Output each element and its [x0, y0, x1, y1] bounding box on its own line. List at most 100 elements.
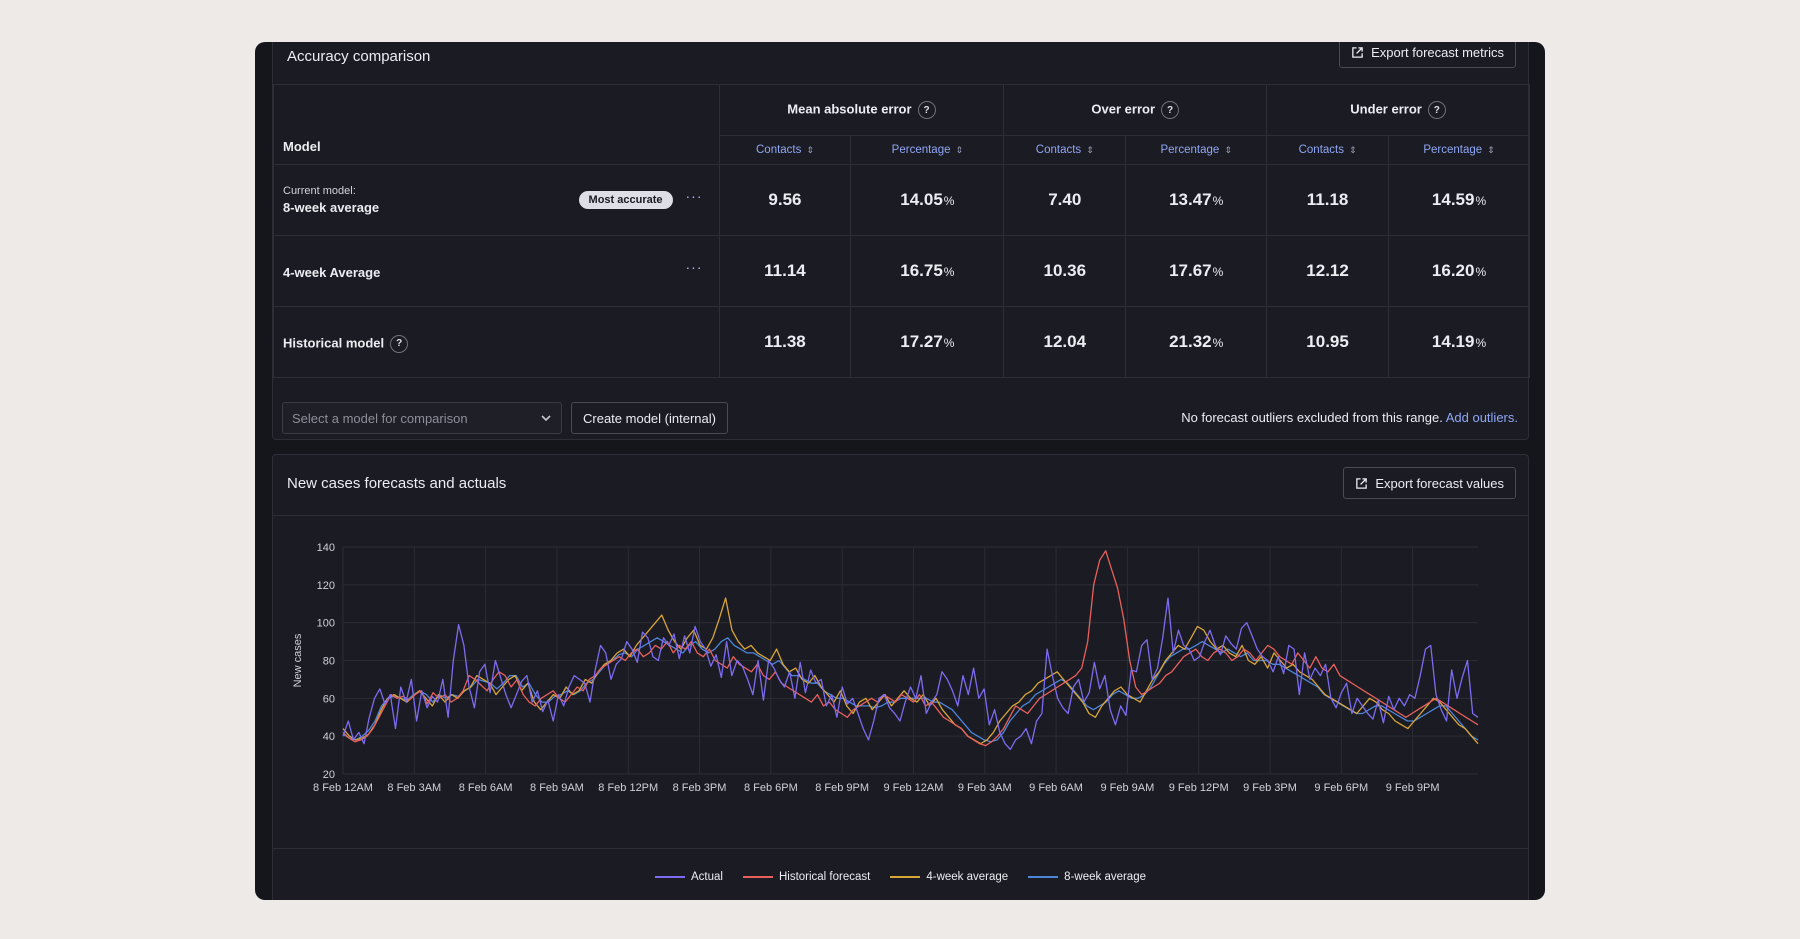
- mae-contacts-value: 11.38: [718, 306, 852, 378]
- under-contacts-value: 10.95: [1266, 306, 1390, 378]
- over-contacts-value: 12.04: [1003, 306, 1127, 378]
- sort-icon: ⇕: [806, 145, 814, 155]
- series-line-actual: [342, 597, 1479, 751]
- x-tick-label: 8 Feb 9AM: [530, 782, 584, 794]
- x-tick-label: 9 Feb 6PM: [1314, 782, 1368, 794]
- sort-header-mae-percentage[interactable]: Percentage ⇕: [850, 135, 1005, 165]
- under-percentage-value: 14.19%: [1388, 306, 1530, 378]
- mae-group-header: Mean absolute error?: [718, 84, 1005, 136]
- over-contacts-value: 7.40: [1003, 164, 1127, 236]
- current-model-label: Current model:: [283, 185, 356, 197]
- help-icon[interactable]: ?: [390, 334, 409, 353]
- table-row: Current model: 8-week average Most accur…: [273, 164, 1530, 236]
- over-percentage-value: 21.32%: [1125, 306, 1268, 378]
- legend-item[interactable]: Actual: [654, 871, 723, 883]
- legend-label: Actual: [690, 871, 723, 883]
- chart-legend: Actual Historical forecast 4-week average 8…: [273, 871, 1528, 883]
- legend-item[interactable]: 8-week average: [1028, 871, 1146, 883]
- accuracy-comparison-panel: Accuracy comparison Export forecast metr…: [272, 42, 1530, 440]
- over-contacts-value: 10.36: [1003, 235, 1127, 307]
- accuracy-table: Model Mean absolute error? Over error? U…: [273, 84, 1530, 378]
- create-model-button[interactable]: Create model (internal): [571, 402, 728, 434]
- under-percentage-value: 16.20%: [1388, 235, 1530, 307]
- legend-swatch: [890, 876, 921, 878]
- x-tick-label: 9 Feb 3AM: [958, 782, 1012, 794]
- x-tick-label: 8 Feb 9PM: [815, 782, 869, 794]
- divider: [273, 848, 1528, 849]
- help-icon[interactable]: ?: [917, 101, 936, 119]
- x-tick-label: 8 Feb 12AM: [313, 782, 373, 794]
- mae-contacts-value: 9.56: [718, 164, 852, 236]
- x-tick-label: 9 Feb 12AM: [884, 782, 944, 794]
- over-percentage-value: 13.47%: [1125, 164, 1268, 236]
- sort-header-mae-contacts[interactable]: Contacts ⇕: [718, 135, 852, 165]
- legend-item[interactable]: Historical forecast: [742, 871, 870, 883]
- more-options-icon[interactable]: ···: [685, 259, 703, 275]
- export-values-label: Export forecast values: [1375, 475, 1504, 491]
- x-tick-label: 9 Feb 9PM: [1386, 782, 1440, 794]
- x-tick-label: 9 Feb 12PM: [1169, 782, 1229, 794]
- export-icon: [1352, 46, 1363, 58]
- legend-swatch: [742, 876, 773, 878]
- help-icon[interactable]: ?: [1427, 101, 1446, 119]
- sort-icon: ⇕: [1349, 145, 1357, 155]
- under-percentage-value: 14.59%: [1388, 164, 1530, 236]
- x-tick-label: 8 Feb 3AM: [387, 782, 441, 794]
- sort-icon: ⇕: [955, 145, 964, 155]
- y-tick-label: 100: [317, 618, 335, 630]
- more-options-icon[interactable]: ···: [685, 188, 703, 204]
- x-tick-label: 8 Feb 12PM: [598, 782, 658, 794]
- over-percentage-value: 17.67%: [1125, 235, 1268, 307]
- forecast-chart-panel: New cases forecasts and actuals Export f…: [272, 454, 1529, 900]
- sort-header-over-percentage[interactable]: Percentage ⇕: [1125, 135, 1268, 165]
- sort-header-under-percentage[interactable]: Percentage ⇕: [1388, 135, 1530, 165]
- model-cell: Historical model?: [273, 306, 720, 378]
- mae-percentage-value: 14.05%: [850, 164, 1005, 236]
- mae-contacts-value: 11.14: [718, 235, 852, 307]
- legend-label: 4-week average: [926, 871, 1009, 883]
- model-cell: 4-week Average ···: [273, 235, 720, 307]
- y-tick-label: 20: [323, 769, 335, 781]
- series-line-8-week-average: [342, 637, 1479, 743]
- accuracy-panel-title: Accuracy comparison: [287, 48, 431, 65]
- add-outliers-link[interactable]: Add outliers.: [1445, 410, 1518, 425]
- mae-percentage-value: 17.27%: [850, 306, 1005, 378]
- export-forecast-values-button[interactable]: Export forecast values: [1343, 467, 1516, 499]
- sort-icon: ⇕: [1487, 145, 1495, 155]
- forecast-panel-title: New cases forecasts and actuals: [287, 475, 507, 492]
- sort-icon: ⇕: [1086, 145, 1094, 155]
- model-cell: Current model: 8-week average Most accur…: [273, 164, 720, 236]
- model-name: Historical model?: [283, 334, 719, 353]
- help-icon[interactable]: ?: [1161, 101, 1180, 119]
- x-tick-label: 9 Feb 3PM: [1243, 782, 1297, 794]
- x-tick-label: 8 Feb 6PM: [744, 782, 798, 794]
- legend-swatch: [654, 876, 685, 878]
- over-error-group-header: Over error?: [1003, 84, 1268, 136]
- mae-percentage-value: 16.75%: [850, 235, 1005, 307]
- legend-swatch: [1028, 876, 1059, 878]
- export-metrics-label: Export forecast metrics: [1371, 44, 1504, 60]
- under-contacts-value: 12.12: [1266, 235, 1390, 307]
- most-accurate-badge: Most accurate: [578, 191, 673, 209]
- divider: [273, 515, 1528, 516]
- y-tick-label: 140: [317, 542, 335, 554]
- table-row: 4-week Average ··· 11.14 16.75% 10.36 17…: [273, 235, 1530, 307]
- export-forecast-metrics-button[interactable]: Export forecast metrics: [1339, 42, 1516, 68]
- series-line-historical-forecast: [342, 550, 1479, 747]
- export-icon: [1356, 477, 1368, 489]
- x-tick-label: 8 Feb 3PM: [673, 782, 727, 794]
- series-line-4-week-average: [342, 597, 1479, 745]
- legend-item[interactable]: 4-week average: [890, 871, 1008, 883]
- model-comparison-select[interactable]: Select a model for comparison: [282, 402, 562, 434]
- y-axis-label: New cases: [292, 633, 304, 687]
- model-name: 8-week average: [283, 200, 380, 215]
- y-tick-label: 80: [323, 656, 335, 668]
- chevron-down-icon: [541, 415, 551, 422]
- y-tick-label: 40: [323, 731, 335, 743]
- sort-header-under-contacts[interactable]: Contacts ⇕: [1266, 135, 1390, 165]
- app-window: Accuracy comparison Export forecast metr…: [255, 42, 1545, 900]
- y-tick-label: 60: [323, 693, 335, 705]
- under-contacts-value: 11.18: [1266, 164, 1390, 236]
- x-tick-label: 8 Feb 6AM: [459, 782, 513, 794]
- sort-header-over-contacts[interactable]: Contacts ⇕: [1003, 135, 1127, 165]
